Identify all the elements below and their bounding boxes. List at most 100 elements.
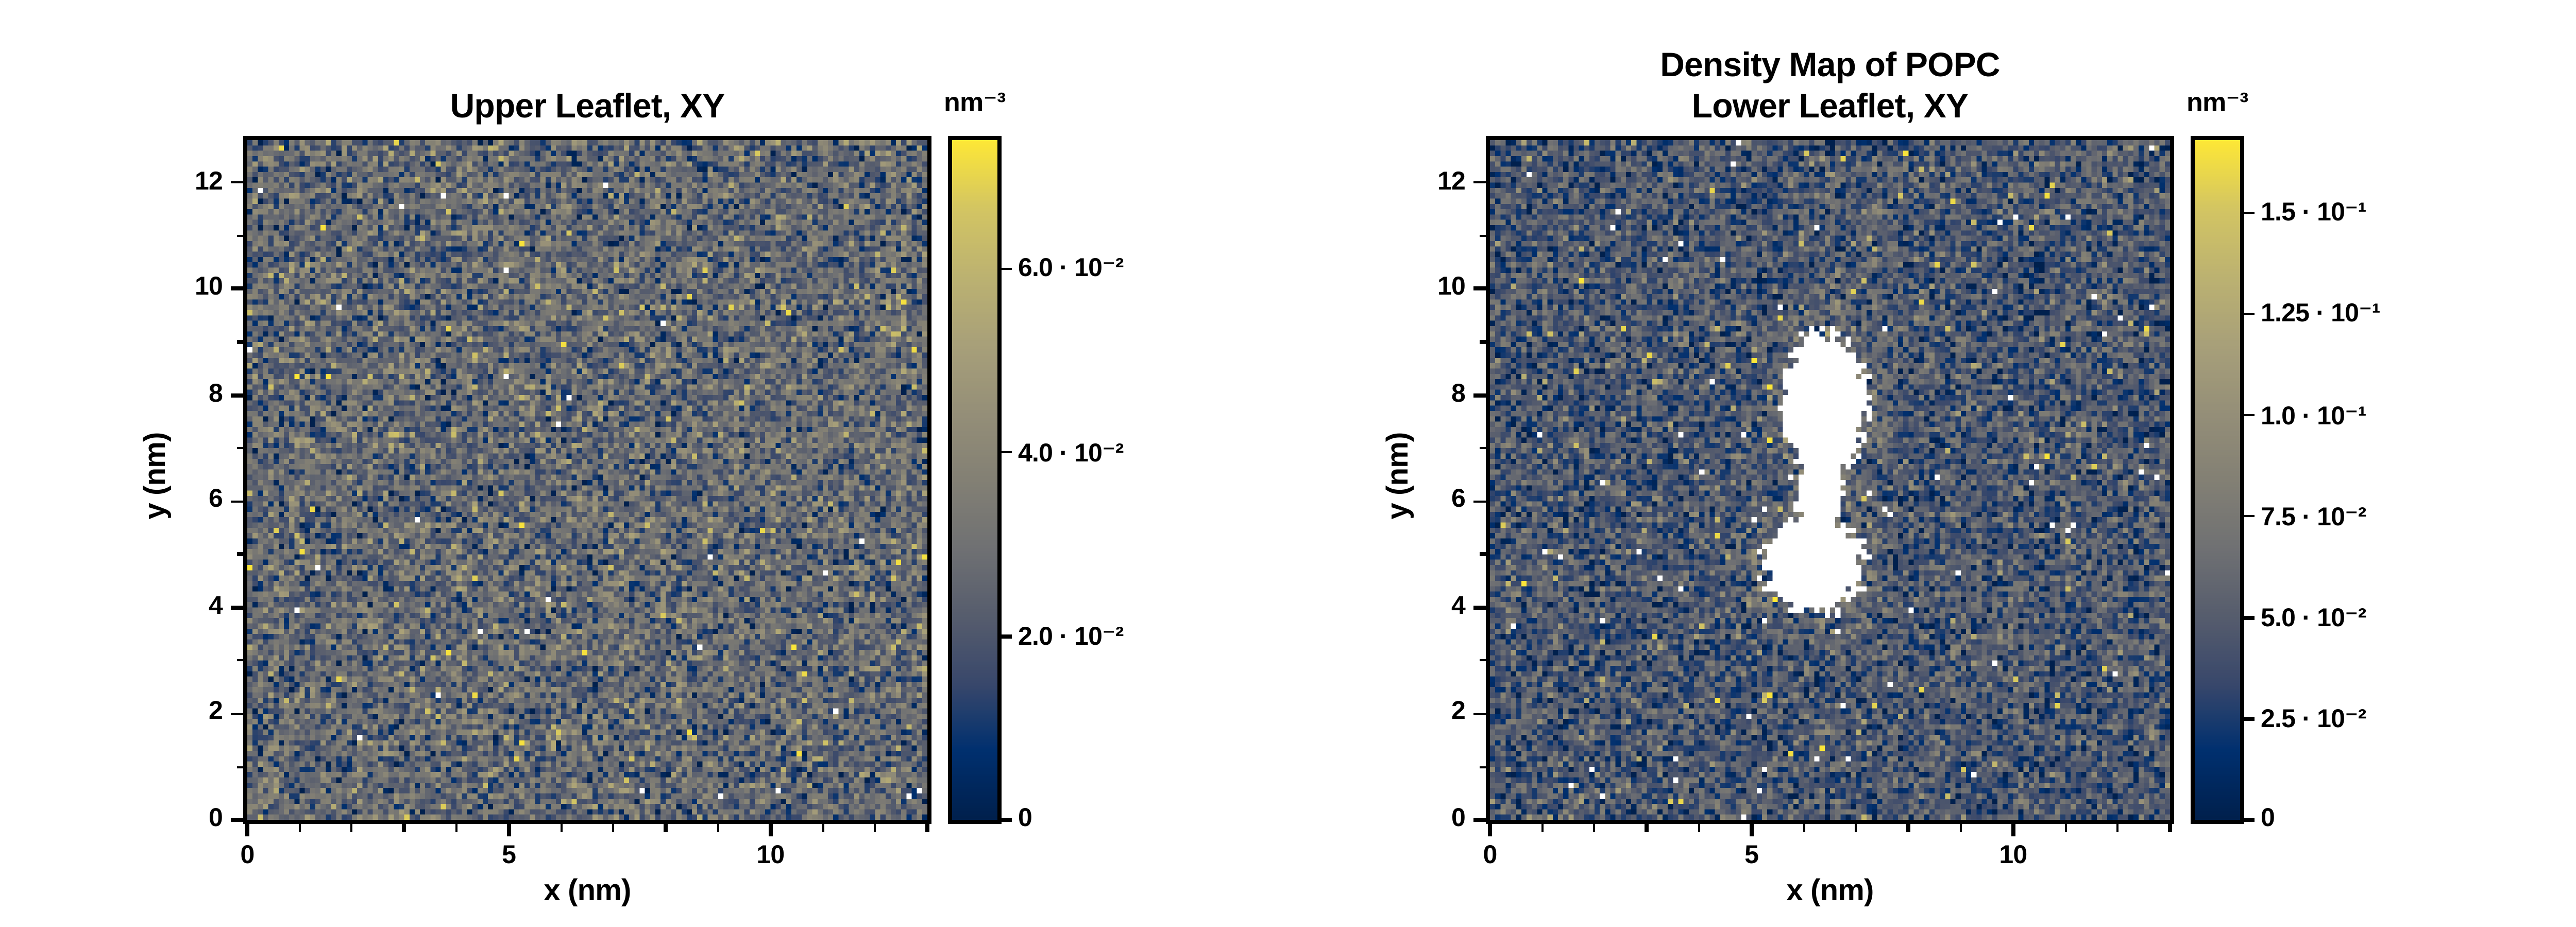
x-minor-tick	[1802, 824, 1805, 831]
y-tick	[231, 393, 243, 397]
colorbar-gradient	[2195, 140, 2240, 820]
plot-title-line: Density Map of POPC	[1660, 47, 2000, 84]
x-tick	[1488, 824, 1492, 836]
y-minor-tick	[1479, 234, 1486, 237]
x-minor-tick	[1645, 824, 1649, 831]
plot-title: Density Map of POPC Lower Leaflet, XY	[1490, 0, 2170, 128]
x-tick	[245, 824, 249, 836]
y-tick-label: 10	[194, 272, 223, 301]
x-minor-tick	[1854, 824, 1858, 831]
x-tick-label: 0	[240, 840, 255, 869]
x-tick-label: 5	[502, 840, 516, 869]
x-minor-tick	[1540, 824, 1544, 831]
colorbar-tick-label: 0	[2261, 803, 2275, 832]
x-tick	[2011, 824, 2015, 836]
colorbar-tick-label: 1.25 · 10⁻¹	[2261, 299, 2380, 329]
colorbar-tick-label: 1.5 · 10⁻¹	[2261, 198, 2366, 228]
y-minor-tick	[236, 340, 243, 344]
colorbar-tick-label: 7.5 · 10⁻²	[2261, 502, 2366, 531]
colorbar-tick-label: 4.0 · 10⁻²	[1018, 438, 1124, 467]
y-tick	[231, 712, 243, 715]
y-tick	[231, 818, 243, 822]
colorbar-tick-label: 5.0 · 10⁻²	[2261, 603, 2366, 632]
x-minor-tick	[350, 824, 353, 831]
colorbar-tick-label: 2.0 · 10⁻²	[1018, 622, 1124, 651]
colorbar-tick	[1002, 818, 1012, 822]
colorbar-gradient	[952, 140, 997, 820]
y-minor-tick	[1479, 553, 1486, 556]
y-tick-label: 6	[208, 485, 223, 514]
x-minor-tick	[873, 824, 877, 831]
y-minor-tick	[1479, 659, 1486, 662]
y-tick-label: 0	[208, 803, 223, 832]
colorbar-tick	[1002, 451, 1012, 454]
colorbar-tick	[2244, 312, 2255, 316]
x-minor-tick	[1593, 824, 1596, 831]
y-minor-tick	[236, 447, 243, 450]
colorbar-tick	[2244, 414, 2255, 417]
x-tick-label: 0	[1483, 840, 1497, 869]
y-tick-label: 12	[194, 166, 223, 195]
x-tick-label: 5	[1744, 840, 1759, 869]
x-minor-tick	[926, 824, 929, 831]
y-tick-label: 10	[1437, 272, 1466, 301]
colorbar-tick-label: 2.5 · 10⁻²	[2261, 704, 2366, 733]
y-tick-label: 8	[208, 379, 223, 407]
x-axis-label: x (nm)	[544, 876, 631, 908]
colorbar-tick-label: 0	[1018, 803, 1032, 832]
x-minor-tick	[2116, 824, 2120, 831]
colorbar-tick-label: 1.0 · 10⁻¹	[2261, 401, 2366, 430]
y-tick	[1473, 500, 1486, 503]
x-tick	[769, 824, 772, 836]
y-tick	[1473, 181, 1486, 184]
x-minor-tick	[1959, 824, 1962, 831]
y-minor-tick	[1479, 340, 1486, 344]
heatmap-frame	[1486, 136, 2174, 824]
y-tick-label: 2	[1451, 697, 1466, 726]
x-minor-tick	[821, 824, 824, 831]
colorbar-unit-label: nm⁻³	[2187, 87, 2248, 117]
y-minor-tick	[1479, 447, 1486, 450]
y-tick-label: 2	[208, 697, 223, 726]
colorbar-tick-label: 6.0 · 10⁻²	[1018, 254, 1124, 283]
y-tick	[231, 500, 243, 503]
y-tick-label: 0	[1451, 803, 1466, 832]
x-tick	[507, 824, 511, 836]
x-tick-label: 10	[756, 840, 785, 869]
y-minor-tick	[1479, 765, 1486, 768]
colorbar-tick	[2244, 615, 2255, 620]
y-tick	[1473, 287, 1486, 290]
plot-title-line: Upper Leaflet, XY	[450, 89, 725, 126]
colorbar-tick	[2244, 514, 2255, 518]
y-tick-label: 4	[1451, 591, 1466, 620]
y-tick-label: 12	[1437, 166, 1466, 195]
y-tick	[231, 181, 243, 184]
x-minor-tick	[717, 824, 720, 831]
x-minor-tick	[298, 824, 301, 831]
y-tick	[231, 606, 243, 609]
x-axis-label: x (nm)	[1786, 876, 1874, 908]
colorbar-unit-label: nm⁻³	[944, 87, 1006, 117]
heatmap-canvas	[1490, 140, 2170, 820]
x-minor-tick	[612, 824, 615, 831]
x-minor-tick	[560, 824, 563, 831]
x-minor-tick	[402, 824, 406, 831]
plot-title: Upper Leaflet, XY	[247, 0, 927, 128]
plot-title-line: Lower Leaflet, XY	[1691, 89, 1969, 126]
y-tick-label: 8	[1451, 379, 1466, 407]
y-minor-tick	[236, 765, 243, 768]
y-tick	[231, 287, 243, 290]
y-tick	[1473, 818, 1486, 822]
x-tick	[1750, 824, 1753, 836]
colorbar-tick	[2244, 717, 2255, 720]
heatmap-frame	[243, 136, 931, 824]
heatmap-canvas	[247, 140, 927, 820]
y-minor-tick	[236, 234, 243, 237]
y-tick	[1473, 393, 1486, 397]
colorbar-tick	[1002, 634, 1012, 638]
colorbar-frame	[948, 136, 1002, 824]
